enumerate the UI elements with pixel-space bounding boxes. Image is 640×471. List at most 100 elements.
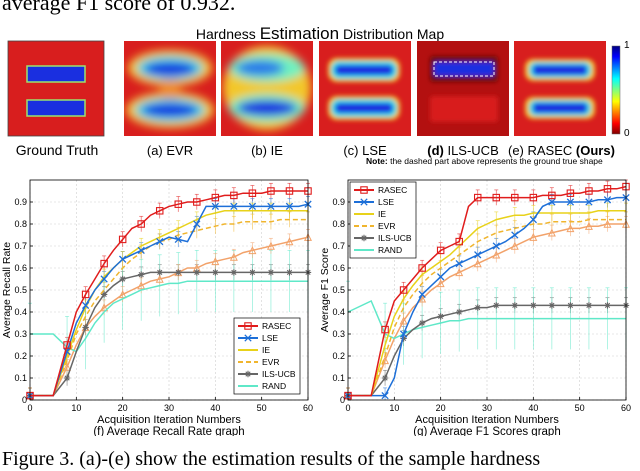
f1-point — [510, 241, 519, 250]
caption-ground-truth: Ground Truth — [15, 142, 99, 158]
f1-point — [585, 198, 593, 206]
f1-point — [511, 302, 518, 309]
f1-point — [585, 187, 593, 195]
recall-point — [119, 275, 126, 283]
recall-point — [286, 269, 293, 276]
recall-point — [155, 274, 164, 283]
f1-y-tick-label: 0.2 — [332, 351, 345, 361]
f1-point — [603, 219, 612, 228]
recall-y-tick-label: 0.1 — [14, 373, 27, 383]
colorbar — [611, 45, 621, 135]
recall-point — [248, 202, 257, 211]
f1-series-lse-markers — [344, 193, 630, 400]
recall-point — [138, 271, 145, 278]
f1-x-tick-label: 0 — [345, 403, 350, 413]
recall-series-rand-line — [30, 280, 308, 353]
f1-point — [418, 264, 426, 272]
f1-point — [474, 304, 481, 311]
f1-point — [511, 231, 519, 239]
f1-series-unlabeled-line — [348, 223, 626, 397]
recall-y-axis-label: Average Recall Rate — [1, 242, 13, 338]
f1-x-tick-label: 40 — [528, 403, 538, 413]
ilsucb-heatmap — [417, 41, 509, 136]
recall-point — [100, 303, 109, 312]
f1-point — [566, 224, 575, 233]
f1-point — [492, 193, 501, 202]
recall-point — [118, 290, 127, 299]
f1-point — [455, 268, 464, 277]
recall-legend — [233, 317, 301, 395]
f1-legend-label-ils-ucb: ILS-UCB — [378, 233, 412, 243]
f1-point — [437, 313, 444, 320]
f1-legend — [349, 181, 417, 259]
f1-y-tick-label: 0 — [340, 395, 345, 405]
recall-point — [230, 191, 238, 200]
recall-y-tick-label: 0.5 — [14, 285, 27, 295]
recall-point — [100, 291, 108, 298]
f1-y-tick-label: 0.3 — [332, 329, 345, 339]
recall-point — [267, 269, 275, 276]
f1-point — [473, 259, 482, 268]
f1-point — [418, 290, 426, 299]
f1-point — [399, 330, 408, 338]
recall-point — [119, 255, 127, 263]
recall-y-tick-label: 0.9 — [14, 197, 27, 207]
f1-x-tick-label: 50 — [575, 403, 585, 413]
recall-x-tick-label: 40 — [210, 403, 220, 413]
ie-heatmap — [221, 41, 313, 136]
recall-point — [229, 252, 238, 261]
recall-point — [100, 259, 108, 268]
recall-legend-marker-lse — [244, 334, 252, 342]
f1-x-tick-label: 20 — [436, 403, 446, 413]
f1-y-tick-label: 0.5 — [332, 285, 345, 295]
f1-legend-label-ie: IE — [378, 209, 386, 219]
f1-y-axis-label: Average F1 Score — [319, 248, 331, 333]
f1-point — [381, 391, 389, 400]
recall-point — [211, 202, 219, 211]
recall-x-tick-label: 10 — [71, 403, 81, 413]
f1-point — [548, 198, 556, 206]
recall-point — [266, 241, 275, 250]
f1-series-rasec-markers — [344, 182, 630, 400]
f1-point — [548, 191, 556, 200]
recall-point — [100, 275, 108, 283]
recall-point — [267, 187, 275, 195]
f1-point — [418, 319, 426, 327]
recall-point — [285, 237, 294, 246]
recall-point — [267, 202, 275, 211]
f1-point — [455, 259, 463, 268]
figure-caption: Figure 3. (a)-(e) show the estimation re… — [2, 448, 541, 470]
recall-point — [285, 202, 294, 211]
recall-y-tick-label: 0.8 — [14, 219, 27, 229]
f1-title: (g) Average F1 Scores graph — [413, 426, 560, 436]
recall-rate-chart: 0 10 20 30 40 50 60 0 0.1 0.2 0.3 0.4 0.5 0.6 0.7 0.8 0.… — [1, 179, 313, 436]
recall-point — [174, 200, 183, 208]
caption-rasec: (e) RASEC (Ours) — [508, 143, 615, 158]
recall-legend-label-ils-ucb: ILS-UCB — [262, 369, 296, 379]
f1-legend-label-rasec: RASEC — [378, 185, 407, 195]
recall-y-tick-label: 0.7 — [14, 241, 27, 251]
f1-point — [547, 228, 556, 237]
f1-x-axis-label: Acquisition Iteration Numbers — [415, 414, 559, 426]
f1-point — [437, 273, 445, 281]
preceding-text-line: average F1 score of 0.932. — [2, 0, 236, 15]
recall-point — [249, 269, 256, 276]
f1-series-rasec-line — [348, 185, 627, 397]
f1-y-tick-label: 0.8 — [332, 219, 345, 229]
recall-y-tick-label: 0 — [22, 395, 27, 405]
ground-truth-panel — [7, 40, 105, 137]
caption-ilsucb-text: ILS-UCB — [443, 143, 499, 158]
recall-series-rasec-markers — [26, 187, 312, 400]
f1-point — [455, 237, 463, 246]
heatmap-title-prefix: Hardness — [195, 26, 260, 42]
recall-point — [137, 246, 145, 255]
f1-legend-label-lse: LSE — [378, 197, 394, 207]
recall-point — [175, 269, 182, 276]
recall-title: (f) Average Recall Rate graph — [93, 426, 244, 436]
recall-x-tick-label: 50 — [257, 403, 267, 413]
heatmap-note: Note: the dashed part above represents t… — [366, 156, 603, 166]
heatmap-title: Hardness Estimation Distribution Map — [0, 24, 640, 44]
f1-point — [399, 286, 408, 294]
f1-legend-label-rand: RAND — [378, 245, 402, 255]
f1-point — [530, 302, 537, 309]
